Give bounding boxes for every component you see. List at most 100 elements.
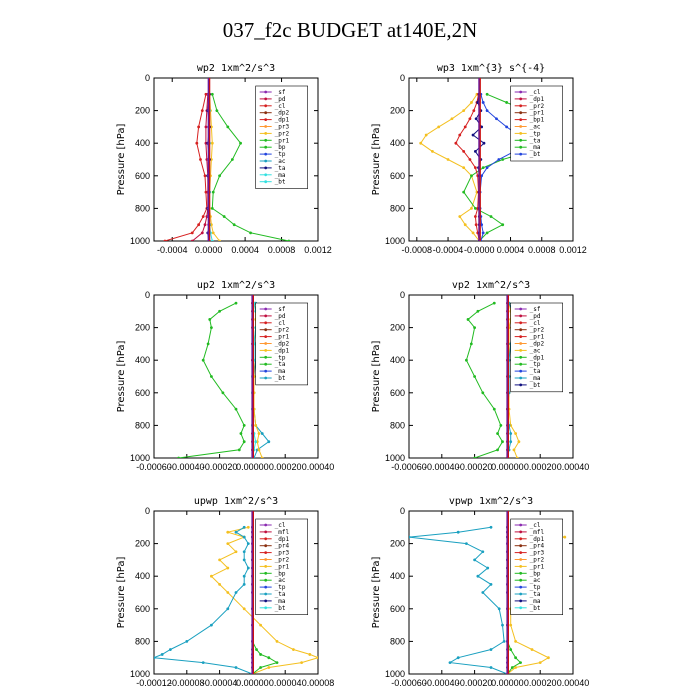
legend-marker [264, 118, 268, 121]
x-tick-label: -0.0000 [464, 245, 495, 255]
data-point [218, 558, 221, 562]
x-tick-label: 0.00000 [236, 462, 269, 472]
data-point [510, 666, 514, 669]
series-line [465, 302, 504, 458]
legend-entry: _dp1 [275, 536, 290, 543]
legend-entry: _pr2 [275, 130, 290, 137]
data-point [210, 574, 213, 578]
x-tick-label: 0.0012 [559, 245, 587, 255]
legend-marker [519, 132, 523, 135]
legend-marker [519, 145, 523, 149]
data-point [316, 656, 318, 660]
x-tick-label: -0.00020 [457, 678, 493, 688]
data-point [201, 358, 205, 362]
legend-marker [519, 551, 523, 554]
data-point [473, 166, 477, 170]
y-axis-label: Pressure [hPa] [371, 124, 382, 196]
data-point [211, 190, 215, 194]
data-point [260, 456, 264, 458]
legend-marker [519, 328, 523, 332]
panel-title: wp2 1xm^2/s^3 [197, 63, 275, 74]
legend-entry: _pr2 [530, 103, 545, 110]
data-point [292, 648, 295, 651]
legend-marker [519, 307, 523, 311]
legend-entry: _ta [530, 368, 541, 375]
legend-entry: _pr1 [275, 334, 290, 341]
legend-entry: _ta [275, 165, 286, 172]
data-point [242, 574, 246, 578]
data-point [255, 648, 258, 651]
legend-entry: _bt [275, 605, 286, 612]
legend-marker [264, 152, 268, 156]
legend-marker [519, 342, 523, 345]
data-point [454, 141, 458, 145]
data-point [226, 607, 230, 611]
data-point [226, 591, 230, 594]
legend-marker [519, 599, 523, 603]
data-point [257, 448, 261, 452]
legend-entry: _pr3 [530, 550, 545, 557]
x-tick-label: -0.00012 [136, 678, 172, 688]
legend-entry: _bt [275, 375, 286, 382]
legend-marker [264, 145, 268, 149]
data-point [514, 432, 517, 435]
data-point [199, 158, 202, 161]
legend-marker [264, 599, 268, 603]
data-point [515, 456, 519, 458]
data-point [489, 648, 493, 651]
data-point [154, 656, 156, 660]
data-point [197, 223, 201, 227]
data-point [210, 207, 214, 210]
data-point [242, 525, 246, 529]
legend-entry: _bp [275, 144, 286, 151]
legend-marker [519, 349, 523, 352]
y-tick-label: 200 [390, 539, 405, 549]
legend-entry: _dp2 [275, 341, 290, 348]
y-tick-label: 600 [390, 171, 405, 181]
data-point [473, 215, 477, 218]
data-point [254, 440, 258, 444]
data-point [473, 558, 476, 562]
plot-frame [153, 510, 319, 675]
data-point [409, 535, 411, 539]
legend-marker [519, 369, 523, 373]
data-point [481, 550, 485, 554]
data-point [468, 158, 472, 161]
data-point [234, 530, 238, 534]
data-point [489, 525, 493, 529]
legend-entry: _bt [530, 151, 541, 158]
panel-up2: up2 1xm^2/s^302004006008001000-0.00060-0… [116, 280, 334, 472]
data-point [249, 231, 252, 235]
data-point [450, 117, 454, 121]
legend-box [510, 302, 563, 393]
x-tick-label: -0.00060 [391, 462, 427, 472]
data-point [470, 101, 473, 104]
data-point [563, 535, 567, 539]
data-point [489, 582, 493, 586]
legend-entry: _pr2 [530, 557, 545, 564]
legend-entry: _ma [530, 375, 541, 382]
data-point [470, 207, 473, 210]
data-point [480, 174, 484, 178]
data-point [185, 640, 189, 643]
series-line [164, 94, 208, 241]
data-point [509, 648, 513, 651]
legend-marker [519, 558, 523, 561]
y-tick-label: 0 [145, 506, 150, 516]
panel-vpwp: vpwp 1xm^2/s^302004006008001000-0.00060-… [371, 496, 589, 688]
data-point [246, 525, 250, 529]
data-point [469, 342, 473, 346]
data-point [473, 326, 476, 329]
y-tick-label: 1000 [385, 669, 405, 679]
legend-entry: _cl [530, 522, 541, 529]
data-point [462, 109, 466, 112]
x-tick-label: 0.0008 [528, 245, 556, 255]
y-axis-label: Pressure [hPa] [116, 124, 127, 196]
legend-marker [264, 342, 268, 345]
data-point [514, 656, 517, 660]
y-tick-label: 600 [135, 604, 150, 614]
y-tick-label: 1000 [130, 236, 150, 246]
y-tick-label: 200 [390, 323, 405, 333]
y-tick-label: 600 [390, 388, 405, 398]
data-point [492, 407, 496, 411]
